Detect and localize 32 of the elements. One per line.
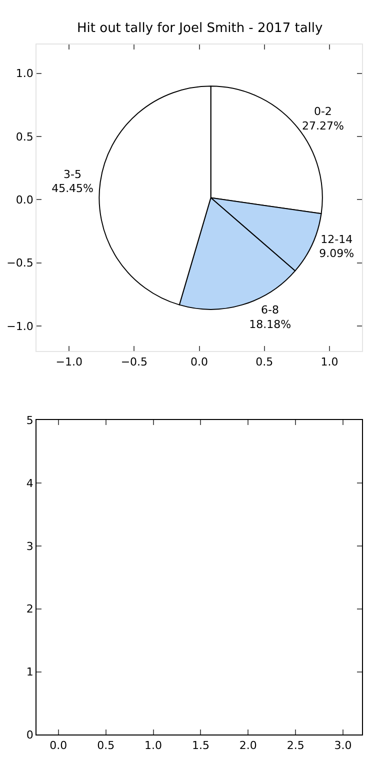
slice-label: 12-14 (320, 232, 353, 246)
x-tick-label: 0.0 (50, 738, 68, 752)
x-tick-label: 1.5 (192, 738, 210, 752)
x-tick-label: 0.5 (97, 738, 115, 752)
x-tick-label: 3.0 (334, 738, 352, 752)
y-tick-label: 3 (26, 540, 34, 553)
x-tick-label: −0.5 (120, 355, 148, 368)
x-tick-label: 2.5 (286, 738, 304, 752)
chart-title: Hit out tally for Joel Smith - 2017 tally (77, 21, 324, 36)
y-tick-label: 0.5 (16, 130, 34, 144)
y-tick-label: −0.5 (6, 256, 34, 270)
data-label: 45.45% (52, 182, 94, 196)
slice-label: 6-8 (261, 304, 280, 317)
x-tick-label: 2.0 (239, 738, 257, 752)
x-tick-label: −1.0 (56, 355, 82, 368)
slice-label: 3-5 (64, 168, 82, 181)
data-label: 18.18% (249, 318, 292, 332)
data-label: 27.27% (302, 119, 344, 132)
x-tick-label: 1.0 (320, 355, 338, 368)
y-tick-label: 2 (26, 602, 34, 616)
y-tick-label: 5 (26, 414, 34, 428)
y-tick-label: 1 (26, 666, 34, 679)
y-tick-label: 0.0 (16, 193, 34, 206)
y-tick-label: 0 (26, 728, 34, 742)
y-tick-label: 1.0 (16, 67, 34, 80)
slice-label: 0-2 (314, 105, 332, 118)
x-tick-label: 0.5 (256, 355, 274, 368)
y-tick-label: 4 (26, 476, 34, 490)
data-label: 9.09% (319, 247, 354, 260)
y-tick-label: −1.0 (6, 320, 34, 333)
x-tick-label: 0.0 (190, 355, 208, 368)
x-tick-label: 1.0 (144, 738, 162, 752)
